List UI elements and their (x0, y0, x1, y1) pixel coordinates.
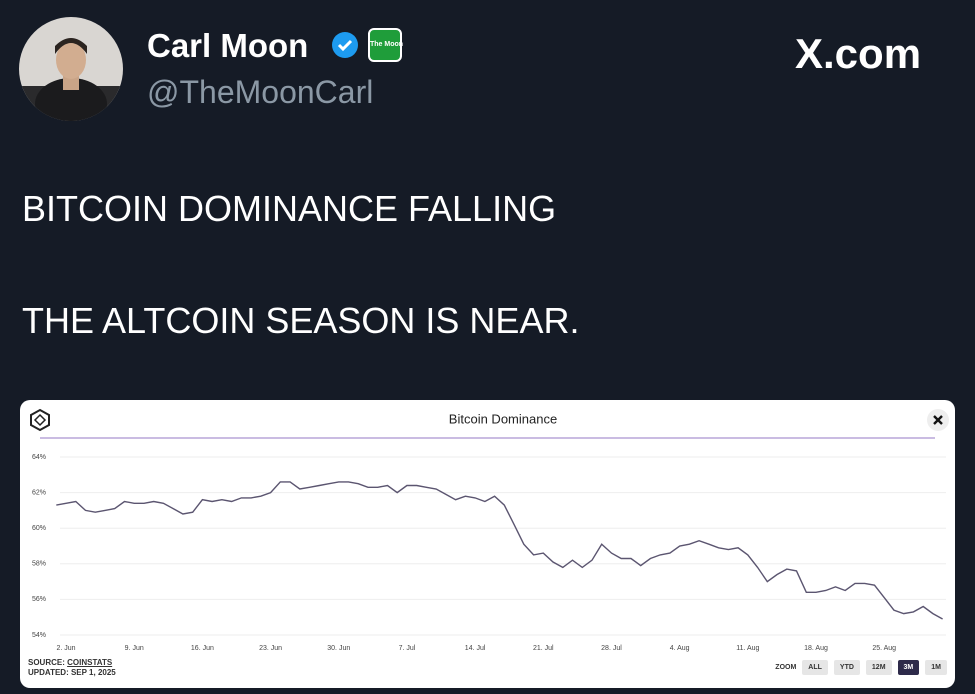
x-tick-label: 16. Jun (191, 645, 214, 652)
y-tick-label: 54% (32, 632, 46, 639)
y-tick-label: 60% (32, 525, 46, 532)
chart: Bitcoin Dominance 54% 56% 58% 60% 62% 64% 2. J… (30, 408, 949, 652)
x-tick-label: 2. Jun (57, 645, 76, 652)
site-label: X.com (795, 30, 922, 77)
x-tick-label: 11. Aug (736, 645, 759, 652)
x-tick-label: 4. Aug (670, 645, 690, 652)
x-tick-label: 14. Jul (465, 645, 486, 652)
zoom-button[interactable]: ALL (802, 660, 828, 675)
data-line (56, 481, 943, 620)
chart-card: Bitcoin Dominance 54% 56% 58% 60% 62% 64% 2. J… (20, 400, 955, 688)
zoom-button[interactable]: 3M (897, 660, 920, 675)
x-tick-label: 18. Aug (804, 645, 828, 652)
source-label: SOURCE: (28, 658, 65, 667)
x-tick-label: 30. Jun (327, 645, 350, 652)
zoom-button[interactable]: 1M (925, 660, 947, 675)
y-tick-label: 58% (32, 561, 46, 568)
handle[interactable]: @TheMoonCarl (147, 74, 374, 110)
avatar[interactable] (18, 16, 124, 122)
x-tick-label: 28. Jul (601, 645, 622, 652)
x-tick-label: 21. Jul (533, 645, 554, 652)
source-link[interactable]: COINSTATS (67, 658, 113, 667)
source-note: SOURCE: COINSTATS UPDATED: SEP 1, 2025 (28, 658, 116, 678)
logo (30, 408, 50, 432)
x-tick-label: 25. Aug (872, 645, 896, 652)
verified-badge (332, 32, 358, 58)
affiliate-badge: The Moon (368, 28, 403, 62)
tweet-text: THE ALTCOIN SEASON IS NEAR. (22, 300, 580, 341)
zoom-label: ZOOM (775, 664, 797, 671)
y-tick-label: 62% (32, 489, 46, 496)
x-tick-label: 7. Jul (399, 645, 416, 652)
x-tick-label: 23. Jun (259, 645, 282, 652)
tweet-text: BITCOIN DOMINANCE FALLING (22, 188, 557, 229)
zoom-button[interactable]: 12M (865, 660, 892, 675)
updated-label: UPDATED: SEP 1, 2025 (28, 668, 116, 677)
zoom-controls: ZOOM ALL YTD 12M 3M 1M (775, 660, 947, 675)
y-tick-label: 56% (32, 596, 46, 603)
zoom-button[interactable]: YTD (833, 660, 860, 675)
x-tick-label: 9. Jun (125, 645, 144, 652)
y-tick-label: 64% (32, 454, 46, 461)
display-name[interactable]: Carl Moon (147, 27, 309, 64)
chart-title: Bitcoin Dominance (449, 411, 557, 426)
close-button[interactable] (927, 409, 949, 431)
